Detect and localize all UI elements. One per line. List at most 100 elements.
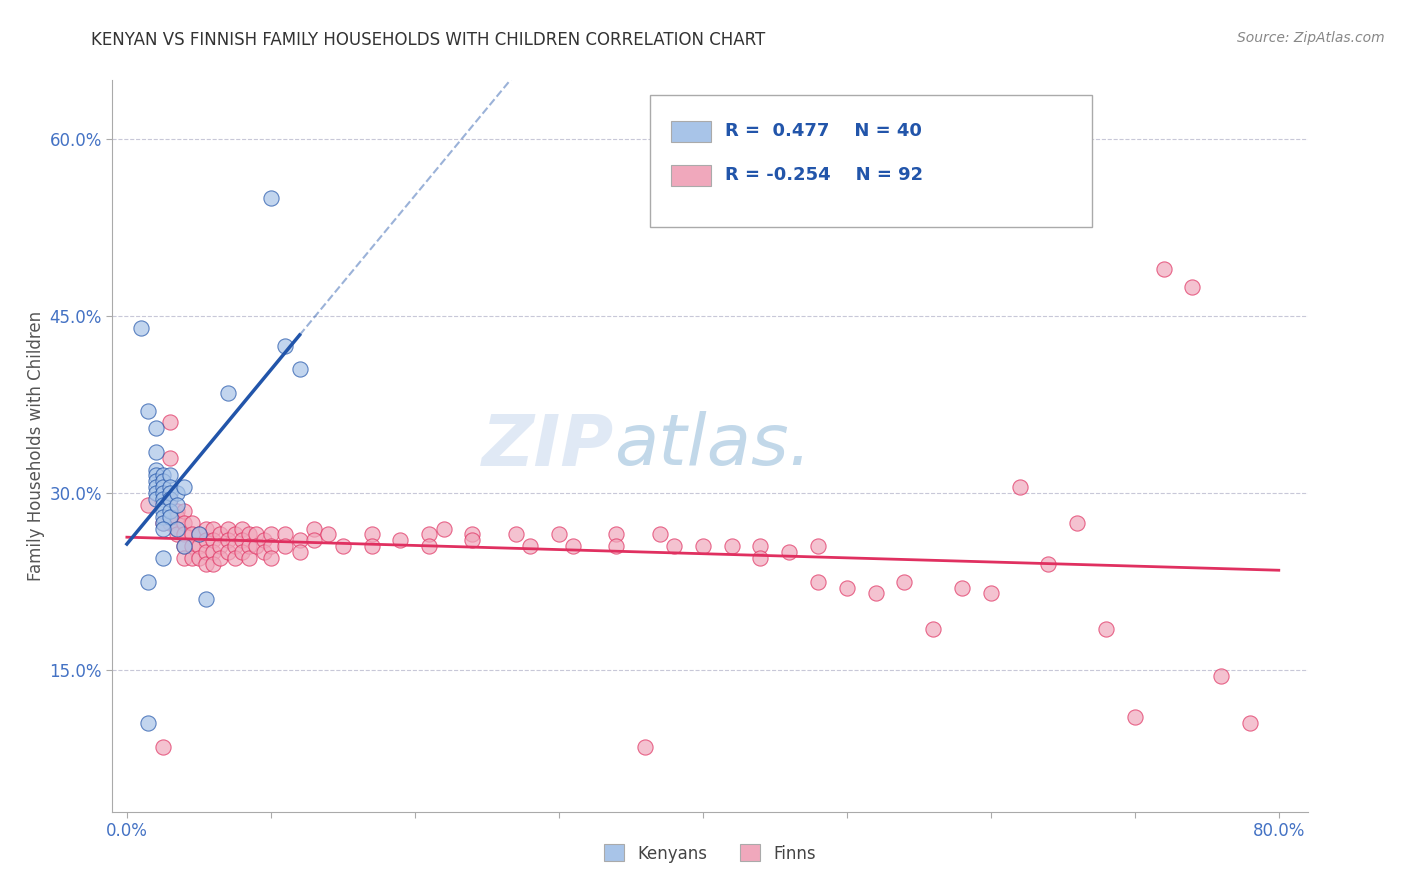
Text: Source: ZipAtlas.com: Source: ZipAtlas.com: [1237, 31, 1385, 45]
Point: [145, 475, 167, 489]
Point: [224, 551, 246, 566]
Point: [634, 739, 657, 754]
Point: [159, 486, 181, 500]
Point: [274, 527, 297, 541]
Point: [159, 492, 181, 507]
Point: [461, 527, 484, 541]
Point: [152, 522, 174, 536]
Point: [662, 539, 685, 553]
Y-axis label: Family Households with Children: Family Households with Children: [27, 311, 45, 581]
Point: [318, 527, 340, 541]
Point: [302, 533, 325, 548]
Point: [288, 545, 311, 559]
Point: [980, 586, 1002, 600]
Point: [231, 533, 253, 548]
Point: [145, 421, 167, 435]
Point: [138, 716, 160, 731]
Point: [187, 527, 209, 541]
Point: [166, 504, 188, 518]
Point: [195, 545, 218, 559]
Point: [749, 551, 772, 566]
Point: [231, 545, 253, 559]
Point: [152, 516, 174, 530]
FancyBboxPatch shape: [651, 95, 1092, 227]
Point: [217, 385, 239, 400]
Point: [1008, 480, 1031, 494]
Point: [238, 551, 260, 566]
Point: [145, 445, 167, 459]
Point: [1038, 557, 1060, 571]
Point: [648, 527, 671, 541]
Point: [605, 539, 627, 553]
Point: [260, 191, 283, 205]
Point: [1239, 716, 1261, 731]
Point: [187, 527, 209, 541]
Point: [224, 539, 246, 553]
Point: [217, 522, 239, 536]
Point: [778, 545, 800, 559]
Point: [360, 527, 382, 541]
Point: [202, 557, 225, 571]
Point: [547, 527, 569, 541]
Point: [152, 509, 174, 524]
Point: [835, 581, 858, 595]
Point: [152, 516, 174, 530]
Point: [145, 492, 167, 507]
Point: [288, 362, 311, 376]
Point: [187, 539, 209, 553]
Point: [217, 545, 239, 559]
Point: [274, 539, 297, 553]
Point: [180, 539, 202, 553]
Text: ZIP: ZIP: [482, 411, 614, 481]
Point: [260, 527, 283, 541]
Point: [253, 545, 276, 559]
Point: [166, 498, 188, 512]
Point: [302, 522, 325, 536]
Point: [202, 533, 225, 548]
Point: [418, 527, 440, 541]
Point: [173, 539, 195, 553]
Point: [152, 739, 174, 754]
Point: [950, 581, 973, 595]
Point: [166, 522, 188, 536]
Point: [274, 339, 297, 353]
Point: [720, 539, 742, 553]
FancyBboxPatch shape: [671, 121, 711, 142]
Point: [1066, 516, 1088, 530]
Point: [288, 533, 311, 548]
Point: [152, 492, 174, 507]
Legend: Kenyans, Finns: Kenyans, Finns: [598, 838, 823, 869]
Point: [209, 527, 232, 541]
Point: [1211, 669, 1233, 683]
Point: [173, 539, 195, 553]
Point: [159, 450, 181, 465]
Point: [159, 509, 181, 524]
Point: [159, 480, 181, 494]
Point: [159, 492, 181, 507]
Point: [180, 551, 202, 566]
FancyBboxPatch shape: [671, 165, 711, 186]
Point: [152, 475, 174, 489]
Point: [180, 527, 202, 541]
Point: [195, 557, 218, 571]
Point: [260, 551, 283, 566]
Point: [152, 480, 174, 494]
Point: [187, 551, 209, 566]
Point: [605, 527, 627, 541]
Point: [166, 527, 188, 541]
Point: [138, 403, 160, 417]
Point: [138, 498, 160, 512]
Point: [1153, 262, 1175, 277]
Point: [433, 522, 456, 536]
Point: [180, 516, 202, 530]
Point: [231, 522, 253, 536]
Point: [692, 539, 714, 553]
Point: [166, 509, 188, 524]
Point: [173, 504, 195, 518]
Point: [922, 622, 945, 636]
Point: [217, 533, 239, 548]
Point: [129, 321, 152, 335]
Point: [461, 533, 484, 548]
Text: atlas.: atlas.: [614, 411, 813, 481]
Point: [245, 539, 267, 553]
